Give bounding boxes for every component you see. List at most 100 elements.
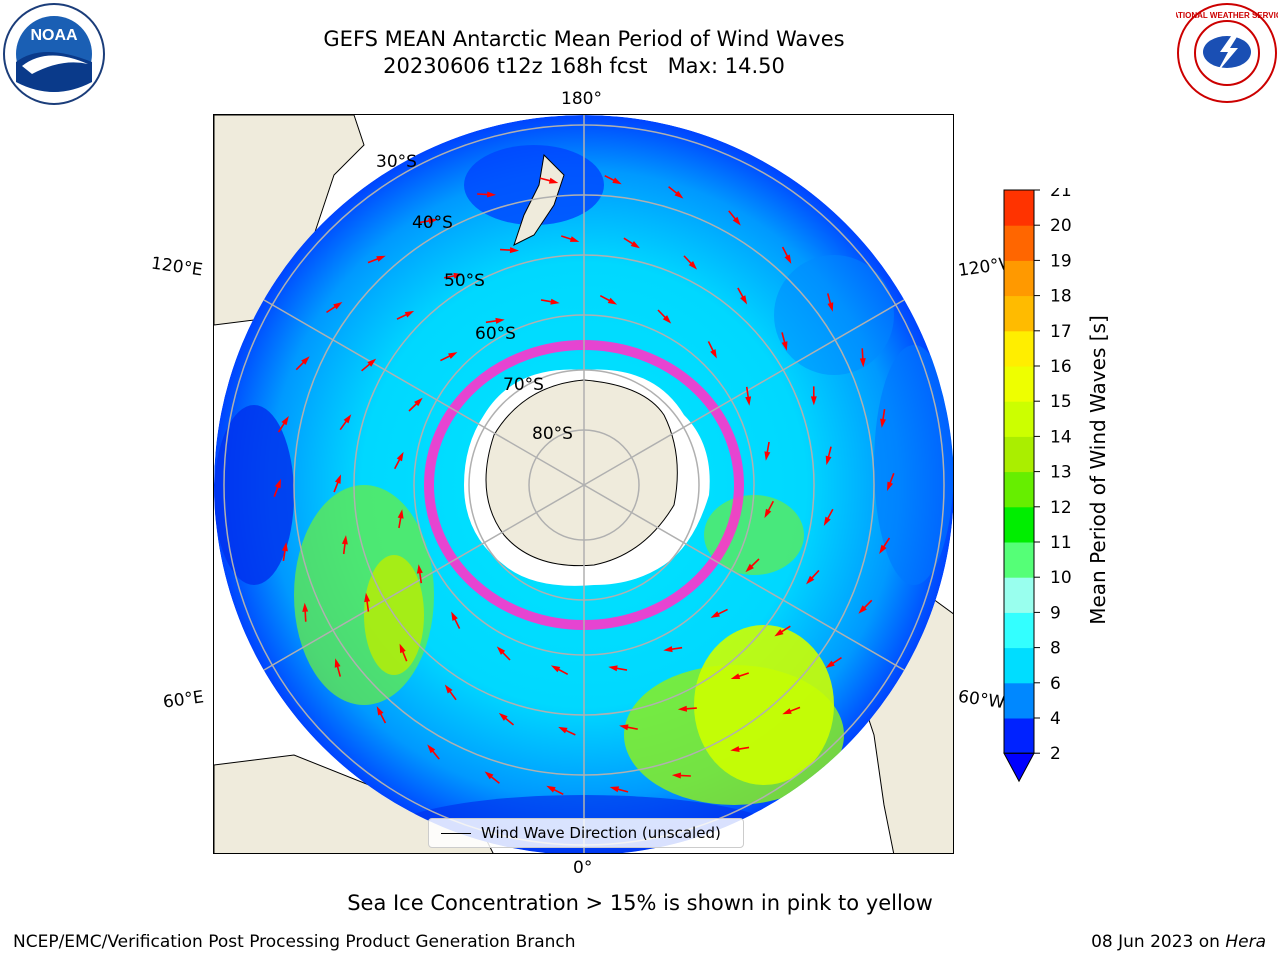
colorbar-segment bbox=[1004, 330, 1034, 367]
lon-label-bottom: 0° bbox=[573, 858, 593, 878]
colorbar-segment bbox=[1004, 542, 1034, 578]
lon-label-lower-left: 60°E bbox=[161, 687, 206, 713]
wave-arrow-head bbox=[397, 509, 404, 519]
wave-arrow-head bbox=[710, 349, 717, 359]
wave-arrow-head bbox=[858, 605, 867, 614]
wave-arrow-head bbox=[451, 611, 458, 621]
wave-arrow-head bbox=[569, 236, 580, 242]
colorbar-segment bbox=[1004, 295, 1034, 332]
wave-arrow-head bbox=[414, 397, 423, 407]
colorbar-tick-label: 21 bbox=[1050, 188, 1072, 201]
wave-arrow-head bbox=[396, 451, 404, 462]
wave-arrow-head bbox=[825, 660, 835, 669]
colorbar-segment bbox=[1004, 190, 1034, 226]
colorbar-segment bbox=[1004, 647, 1034, 684]
wave-arrow-head bbox=[281, 416, 289, 426]
colorbar-label: Mean Period of Wind Waves [s] bbox=[1086, 315, 1110, 625]
wave-arrow-head bbox=[334, 474, 342, 484]
lat-label-60s: 60°S bbox=[475, 324, 516, 344]
wave-arrow-head bbox=[334, 658, 341, 668]
lon-label-top: 180° bbox=[561, 89, 602, 109]
map-panel bbox=[213, 114, 954, 854]
wave-arrow-head bbox=[827, 302, 834, 312]
wave-arrow-head bbox=[764, 451, 771, 461]
wave-arrow-head bbox=[548, 177, 559, 184]
colorbar-tick-label: 2 bbox=[1050, 744, 1061, 764]
wave-arrow-head bbox=[612, 177, 622, 185]
colorbar-segment bbox=[1004, 471, 1034, 508]
colorbar-segment bbox=[1004, 225, 1034, 261]
colorbar-tick-label: 6 bbox=[1050, 674, 1061, 694]
wave-arrow-head bbox=[745, 396, 752, 406]
wave-arrow-head bbox=[859, 358, 866, 368]
lon-label-lower-right: 60°W bbox=[956, 686, 1007, 714]
wave-arrow-head bbox=[301, 356, 310, 365]
lat-label-40s: 40°S bbox=[412, 213, 453, 233]
wave-arrow-head bbox=[333, 301, 343, 310]
wave-arrow-head bbox=[399, 643, 406, 654]
colorbar-segment bbox=[1004, 718, 1034, 754]
lat-label-30s: 30°S bbox=[376, 152, 417, 172]
wave-arrow-head bbox=[671, 772, 682, 779]
wave-arrow-head bbox=[550, 298, 560, 305]
colorbar-tick-label: 8 bbox=[1050, 639, 1061, 659]
wave-arrow-head bbox=[416, 564, 423, 574]
legend-line-sample bbox=[441, 832, 471, 834]
new-zealand-landmass bbox=[513, 153, 565, 246]
wave-arrow-head bbox=[781, 341, 788, 351]
wave-arrow-head bbox=[880, 418, 887, 428]
colorbar: 2 4 6 8 9 10 11 12 13 14 15 16 17 18 19 20 21 bbox=[1003, 188, 1072, 783]
colorbar-segment bbox=[1004, 436, 1034, 473]
wave-arrow-head bbox=[887, 481, 894, 492]
wave-arrow-head bbox=[782, 708, 792, 715]
wave-arrow-head bbox=[774, 629, 784, 637]
lat-label-50s: 50°S bbox=[444, 271, 485, 291]
chart-title: GEFS MEAN Antarctic Mean Period of Wind … bbox=[323, 27, 845, 51]
wave-arrow-head bbox=[823, 516, 831, 526]
colorbar-tick-label: 16 bbox=[1050, 357, 1072, 377]
nws-logo-text: NATIONAL WEATHER SERVICE bbox=[1176, 11, 1278, 20]
colorbar-tick-label: 18 bbox=[1050, 287, 1072, 307]
chart-subtitle: 20230606 t12z 168h fcst Max: 14.50 bbox=[383, 54, 785, 78]
colorbar-segment bbox=[1004, 577, 1034, 613]
colorbar-tick-label: 4 bbox=[1050, 709, 1061, 729]
wave-arrow-head bbox=[302, 602, 309, 612]
colorbar-tick-label: 19 bbox=[1050, 251, 1072, 271]
wave-arrow-head bbox=[496, 646, 506, 655]
nws-logo: NATIONAL WEATHER SERVICE bbox=[1176, 3, 1278, 103]
wave-arrow-head bbox=[609, 786, 620, 793]
map-legend: Wind Wave Direction (unscaled) bbox=[428, 818, 744, 848]
run-date-text: 08 Jun 2023 on bbox=[1091, 932, 1226, 952]
wave-arrow-head bbox=[810, 396, 817, 406]
colorbar-segment bbox=[1004, 260, 1034, 297]
wave-arrow-head bbox=[427, 744, 436, 754]
noaa-logo: NOAA bbox=[3, 3, 105, 105]
sea-ice-footnote: Sea Ice Concentration > 15% is shown in … bbox=[347, 891, 933, 915]
wave-arrow-head bbox=[448, 352, 458, 359]
colorbar-tick-label: 11 bbox=[1050, 533, 1072, 553]
wave-arrow-head bbox=[745, 563, 754, 573]
wave-arrow-head bbox=[367, 358, 377, 367]
wave-arrow-head bbox=[509, 247, 520, 254]
wave-arrow-head bbox=[688, 261, 698, 270]
wave-arrow-head bbox=[730, 746, 740, 752]
wave-arrow-head bbox=[730, 673, 741, 680]
wave-arrow-head bbox=[274, 478, 281, 489]
colorbar-tick-label: 10 bbox=[1050, 568, 1072, 588]
wave-arrow-head bbox=[784, 254, 792, 264]
wave-arrow-head bbox=[677, 705, 688, 712]
run-machine: Hera bbox=[1225, 932, 1266, 952]
colorbar-tick-label: 12 bbox=[1050, 498, 1072, 518]
colorbar-segment bbox=[1004, 401, 1034, 437]
lat-label-80s: 80°S bbox=[532, 424, 573, 444]
colorbar-tick-label: 13 bbox=[1050, 463, 1072, 483]
wave-arrow-head bbox=[281, 542, 288, 552]
wave-arrow-head bbox=[619, 724, 629, 731]
wave-arrow-head bbox=[498, 712, 508, 721]
wave-arrow-head bbox=[879, 544, 887, 554]
noaa-logo-text: NOAA bbox=[30, 27, 78, 44]
wave-arrow-head bbox=[663, 646, 673, 653]
lon-label-upper-left: 120°E bbox=[149, 253, 204, 281]
wave-arrow-head bbox=[740, 295, 748, 305]
wave-arrow-head bbox=[806, 575, 815, 585]
